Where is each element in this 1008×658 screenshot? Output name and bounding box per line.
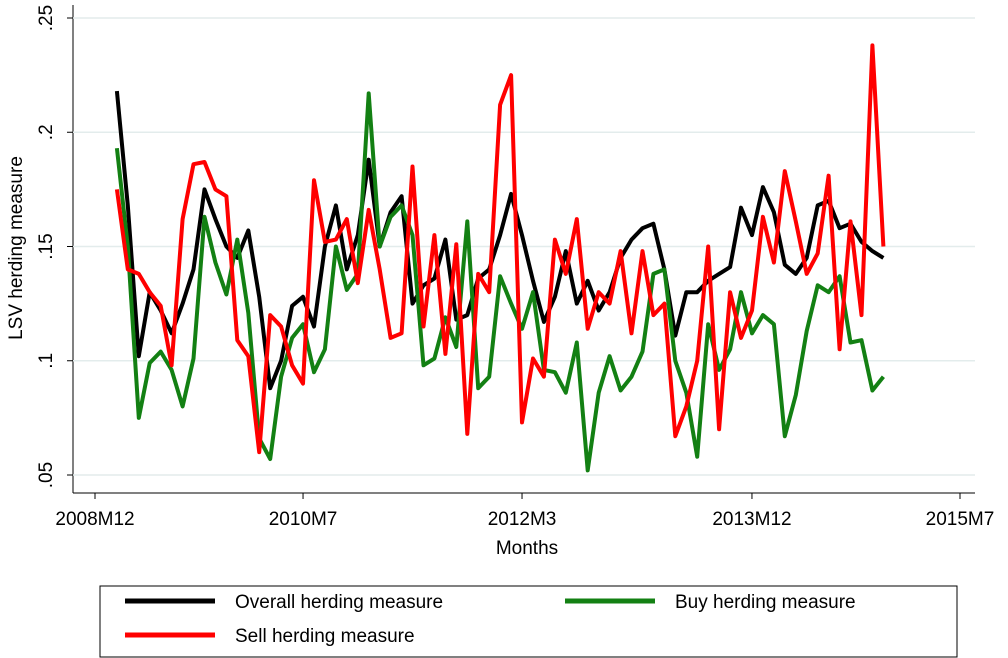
x-tick-label: 2010M7 [269, 509, 338, 530]
x-axis-title: Months [496, 538, 558, 559]
y-tick-label: .1 [36, 353, 57, 369]
series-line [114, 91, 885, 473]
legend-box [99, 585, 958, 658]
x-tick-label: 2008M12 [55, 509, 134, 530]
y-tick-label: .05 [36, 462, 57, 488]
x-tick-label: 2012M3 [488, 509, 557, 530]
x-tick-label: 2015M7 [926, 509, 995, 530]
series-line [114, 90, 885, 391]
legend-label: Buy herding measure [675, 592, 856, 613]
y-tick-label: .15 [36, 233, 57, 259]
x-tick-label: 2013M12 [712, 509, 791, 530]
series-line [114, 43, 886, 455]
y-axis-title: LSV herding measure [6, 156, 27, 340]
legend-label: Sell herding measure [235, 626, 415, 647]
legend-label: Overall herding measure [235, 592, 443, 613]
y-tick-label: .25 [36, 5, 57, 31]
y-tick-label: .2 [36, 124, 57, 140]
